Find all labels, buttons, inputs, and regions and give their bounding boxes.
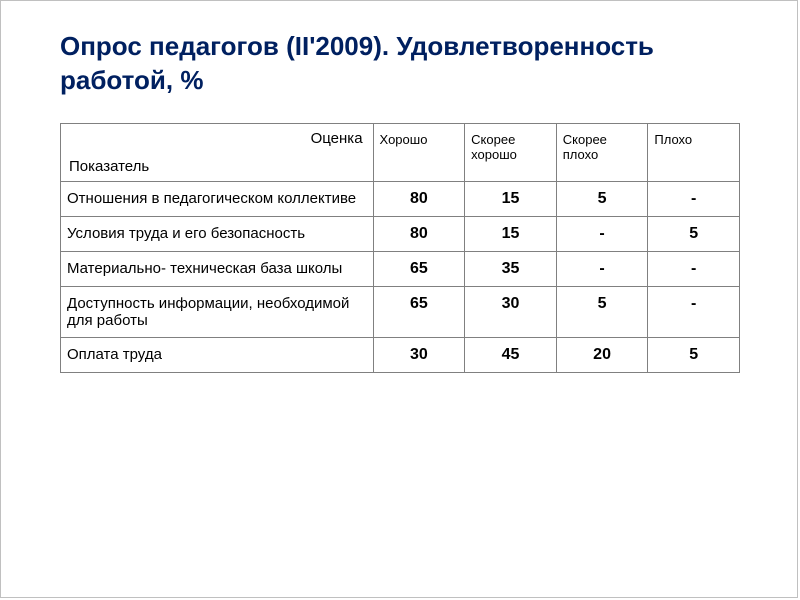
table-row: Оплата труда 30 45 20 5	[61, 337, 740, 372]
row-label: Оплата труда	[61, 337, 374, 372]
value-cell: 5	[556, 286, 648, 337]
col-header-3: Плохо	[648, 123, 740, 181]
corner-header: Оценка Показатель	[61, 123, 374, 181]
slide-title: Опрос педагогов (II'2009). Удовлетворенн…	[60, 30, 740, 98]
row-label: Условия труда и его безопасность	[61, 216, 374, 251]
value-cell: 35	[465, 251, 557, 286]
value-cell: 20	[556, 337, 648, 372]
value-cell: 15	[465, 216, 557, 251]
value-cell: 65	[373, 286, 465, 337]
value-cell: 30	[465, 286, 557, 337]
corner-top-label: Оценка	[311, 130, 363, 147]
value-cell: 45	[465, 337, 557, 372]
col-header-1: Скорее хорошо	[465, 123, 557, 181]
value-cell: 80	[373, 181, 465, 216]
value-cell: -	[648, 181, 740, 216]
value-cell: 5	[648, 216, 740, 251]
table-row: Отношения в педагогическом коллективе 80…	[61, 181, 740, 216]
value-cell: 30	[373, 337, 465, 372]
value-cell: 15	[465, 181, 557, 216]
col-header-0: Хорошо	[373, 123, 465, 181]
satisfaction-table: Оценка Показатель Хорошо Скорее хорошо С…	[60, 123, 740, 373]
value-cell: -	[648, 286, 740, 337]
corner-bottom-label: Показатель	[69, 158, 149, 175]
table-row: Материально- техническая база школы 65 3…	[61, 251, 740, 286]
value-cell: 65	[373, 251, 465, 286]
col-header-2: Скорее плохо	[556, 123, 648, 181]
row-label: Материально- техническая база школы	[61, 251, 374, 286]
value-cell: 5	[648, 337, 740, 372]
value-cell: -	[556, 216, 648, 251]
table-row: Доступность информации, необходимой для …	[61, 286, 740, 337]
value-cell: -	[556, 251, 648, 286]
table-header-row: Оценка Показатель Хорошо Скорее хорошо С…	[61, 123, 740, 181]
value-cell: 5	[556, 181, 648, 216]
table-row: Условия труда и его безопасность 80 15 -…	[61, 216, 740, 251]
row-label: Доступность информации, необходимой для …	[61, 286, 374, 337]
value-cell: 80	[373, 216, 465, 251]
value-cell: -	[648, 251, 740, 286]
row-label: Отношения в педагогическом коллективе	[61, 181, 374, 216]
